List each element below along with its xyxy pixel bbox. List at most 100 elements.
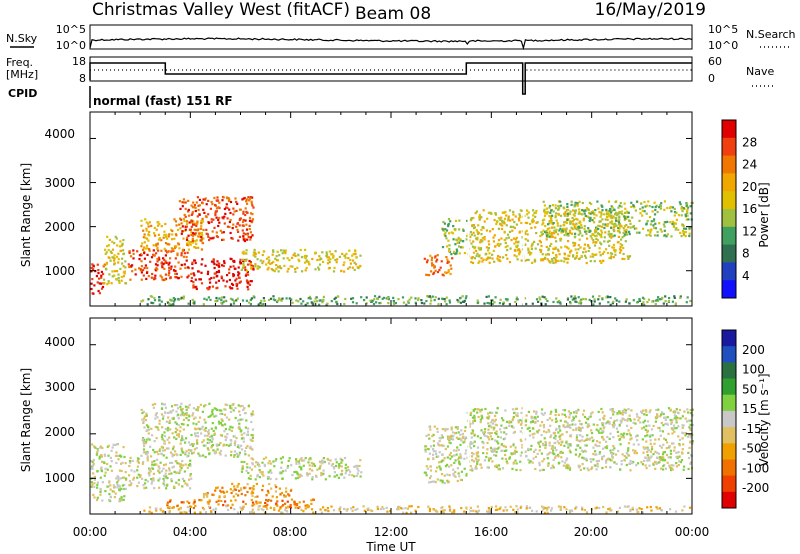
data-cell	[653, 226, 656, 229]
data-cell	[318, 255, 321, 258]
data-cell	[476, 236, 479, 239]
data-cell	[153, 440, 156, 443]
data-cell	[97, 289, 100, 293]
data-cell	[607, 301, 610, 304]
data-cell	[482, 452, 485, 455]
data-cell	[103, 461, 106, 465]
data-cell	[623, 459, 626, 462]
data-cell	[568, 468, 572, 471]
data-cell	[514, 510, 517, 514]
data-cell	[621, 453, 624, 456]
data-cell	[202, 208, 205, 211]
data-cell	[685, 301, 688, 304]
data-cell	[490, 421, 493, 424]
data-cell	[579, 246, 582, 249]
data-cell	[492, 454, 496, 457]
data-cell	[289, 265, 292, 268]
data-cell	[123, 455, 126, 459]
data-cell	[619, 412, 622, 415]
data-cell	[109, 488, 112, 491]
data-cell	[405, 303, 408, 306]
data-cell	[190, 213, 193, 216]
data-cell	[645, 234, 648, 237]
data-cell	[189, 443, 192, 446]
data-cell	[182, 295, 185, 298]
data-cell	[283, 264, 286, 267]
data-cell	[493, 420, 496, 423]
data-cell	[519, 438, 522, 441]
data-cell	[123, 487, 126, 491]
data-cell	[219, 489, 222, 492]
data-cell	[315, 475, 318, 478]
data-cell	[148, 248, 151, 251]
data-cell	[189, 473, 192, 476]
data-cell	[659, 207, 662, 210]
data-cell	[581, 213, 584, 216]
data-cell	[605, 446, 608, 450]
data-cell	[680, 235, 683, 238]
data-cell	[542, 413, 545, 416]
data-cell	[372, 302, 376, 306]
data-cell	[153, 254, 156, 257]
data-cell	[612, 425, 615, 429]
data-cell	[250, 267, 253, 270]
data-cell	[445, 271, 448, 274]
data-cell	[192, 201, 195, 204]
data-cell	[175, 460, 178, 463]
data-cell	[161, 278, 164, 281]
data-cell	[267, 498, 270, 502]
data-cell	[507, 215, 510, 218]
data-cell	[188, 415, 191, 418]
data-cell	[275, 264, 278, 267]
data-cell	[187, 208, 190, 211]
data-cell	[518, 231, 521, 234]
data-cell	[464, 436, 467, 439]
data-cell	[298, 473, 301, 476]
data-cell	[585, 459, 588, 462]
data-cell	[534, 420, 537, 424]
data-cell	[536, 243, 540, 246]
data-cell	[636, 462, 640, 465]
data-cell	[612, 228, 615, 231]
data-cell	[238, 422, 241, 425]
data-cell	[513, 254, 516, 257]
data-cell	[628, 432, 631, 435]
data-cell	[272, 249, 275, 252]
data-cell	[365, 296, 368, 299]
data-cell	[573, 295, 576, 298]
velocity-panel: 4000 3000 2000 1000 Slant Range [km] 200…	[19, 317, 771, 515]
data-cell	[179, 442, 182, 445]
data-cell	[178, 462, 181, 465]
data-cell	[588, 424, 591, 427]
data-cell	[603, 414, 606, 417]
data-cell	[150, 482, 153, 485]
data-cell	[574, 227, 577, 230]
data-cell	[318, 460, 321, 463]
data-cell	[588, 298, 591, 301]
data-cell	[217, 279, 220, 282]
data-cell	[558, 253, 561, 256]
data-cell	[554, 236, 557, 239]
data-cell	[547, 247, 550, 250]
data-cell	[276, 299, 279, 302]
data-cell	[263, 299, 266, 302]
data-cell	[598, 302, 601, 305]
data-cell	[266, 503, 269, 506]
data-cell	[456, 427, 459, 430]
data-cell	[547, 452, 550, 455]
data-cell	[164, 273, 167, 276]
data-cell	[328, 261, 331, 264]
data-cell	[129, 461, 132, 464]
data-cell	[174, 265, 177, 268]
data-cell	[601, 458, 604, 461]
data-cell	[588, 246, 591, 249]
data-cell	[210, 434, 213, 437]
data-cell	[671, 418, 674, 421]
data-cell	[494, 465, 497, 468]
data-cell	[505, 460, 508, 463]
data-cell	[679, 461, 682, 464]
data-cell	[251, 428, 255, 431]
data-cell	[500, 417, 504, 420]
data-cell	[615, 224, 618, 227]
data-cell	[338, 464, 341, 467]
